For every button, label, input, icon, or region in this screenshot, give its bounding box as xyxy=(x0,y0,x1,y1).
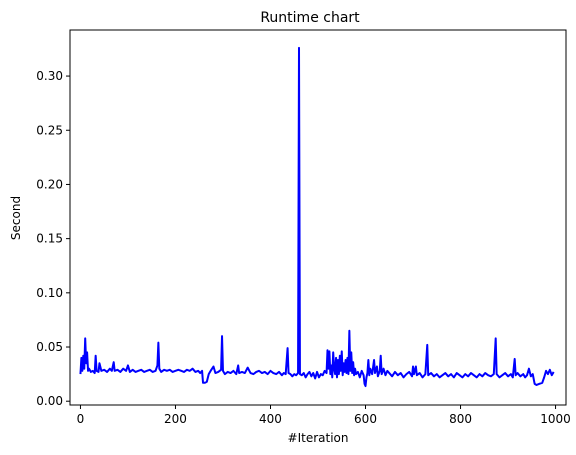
x-tick-label: 800 xyxy=(449,412,472,426)
y-tick-label: 0.00 xyxy=(36,394,63,408)
x-tick-label: 0 xyxy=(77,412,85,426)
y-tick-label: 0.10 xyxy=(36,286,63,300)
y-axis-label: Second xyxy=(9,196,23,240)
chart-title: Runtime chart xyxy=(260,10,360,26)
x-axis: 0 200 400 600 800 1000 xyxy=(77,405,571,426)
y-tick-label: 0.15 xyxy=(36,232,63,246)
x-tick-label: 200 xyxy=(164,412,187,426)
y-tick-label: 0.25 xyxy=(36,123,63,137)
series-line-0 xyxy=(79,46,555,388)
y-tick-label: 0.30 xyxy=(36,69,63,83)
plot-area xyxy=(79,46,555,388)
x-tick-label: 400 xyxy=(259,412,282,426)
y-tick-label: 0.05 xyxy=(36,340,63,354)
x-tick-label: 1000 xyxy=(540,412,571,426)
x-tick-label: 600 xyxy=(354,412,377,426)
y-axis: 0.00 0.05 0.10 0.15 0.20 0.25 0.30 xyxy=(36,69,70,408)
y-tick-label: 0.20 xyxy=(36,177,63,191)
x-axis-label: #Iteration xyxy=(288,431,349,445)
axes-frame xyxy=(69,29,567,406)
